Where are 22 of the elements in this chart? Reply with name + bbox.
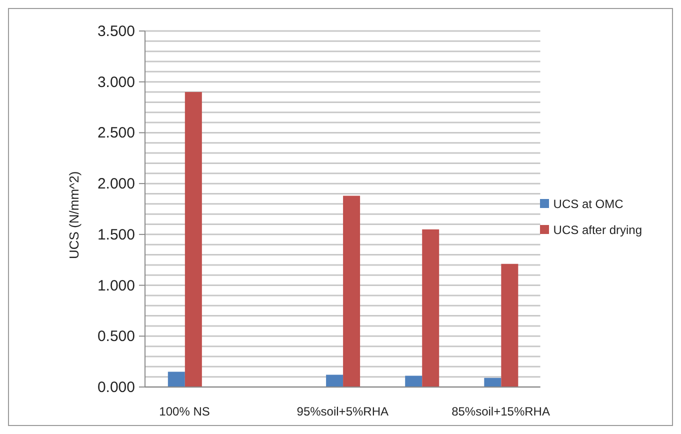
y-tick-label: 0.000 (97, 379, 135, 396)
bar (484, 378, 502, 387)
bar (405, 376, 422, 387)
bar (326, 374, 344, 387)
y-tick-label: 1.000 (97, 277, 135, 294)
y-tick-label: 2.500 (97, 124, 135, 142)
bar (422, 229, 440, 387)
x-tick-label: 85%soil+15%RHA (452, 404, 550, 419)
x-tick-label: 95%soil+5%RHA (296, 404, 389, 419)
y-tick-label: 3.500 (97, 23, 135, 40)
legend-label: UCS at OMC (553, 197, 624, 211)
y-axis-title: UCS (N/mm^2) (66, 171, 82, 259)
y-tick-label: 2.000 (97, 176, 135, 193)
y-tick-label: 0.500 (97, 328, 135, 346)
bar (168, 372, 185, 387)
bar (501, 264, 518, 387)
y-tick-label: 3.000 (97, 74, 135, 91)
bar (343, 196, 360, 387)
x-tick-label: 100% NS (159, 404, 210, 419)
legend-label: UCS after drying (553, 223, 642, 237)
y-tick-label: 1.500 (97, 226, 135, 244)
bar (184, 92, 202, 387)
